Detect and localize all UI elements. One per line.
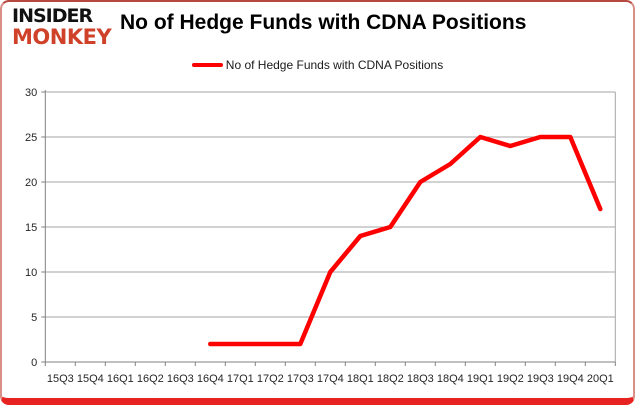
y-tick-label: 25 xyxy=(25,132,37,144)
x-tick-label: 18Q2 xyxy=(377,373,404,385)
x-tick-label: 17Q2 xyxy=(257,373,284,385)
x-tick-label: 16Q2 xyxy=(137,373,164,385)
logo-monkey-text: MONKEY xyxy=(12,25,112,49)
x-tick-label: 15Q3 xyxy=(47,373,74,385)
x-tick-label: 19Q4 xyxy=(557,373,584,385)
series-line xyxy=(208,134,603,347)
x-tick-label: 20Q1 xyxy=(587,373,614,385)
logo-insider-text: INSIDER xyxy=(12,5,93,27)
x-tick-label: 16Q4 xyxy=(197,373,224,385)
y-tick-label: 15 xyxy=(25,222,37,234)
x-tick-label: 15Q4 xyxy=(77,373,104,385)
x-tick-label: 17Q4 xyxy=(317,373,344,385)
y-tick-label: 5 xyxy=(31,312,37,324)
x-tick-label: 19Q3 xyxy=(527,373,554,385)
x-tick-label: 17Q3 xyxy=(287,373,314,385)
y-tick-label: 0 xyxy=(31,357,37,369)
legend-label: No of Hedge Funds with CDNA Positions xyxy=(225,58,444,72)
x-tick-label: 16Q3 xyxy=(167,373,194,385)
x-tick-label: 19Q1 xyxy=(467,373,494,385)
y-tick-label: 20 xyxy=(25,177,37,189)
chart-title: No of Hedge Funds with CDNA Positions xyxy=(120,11,527,34)
x-tick-label: 18Q1 xyxy=(347,373,374,385)
legend: No of Hedge Funds with CDNA Positions xyxy=(2,58,633,72)
x-tick-label: 19Q2 xyxy=(497,373,524,385)
x-tick-label: 17Q1 xyxy=(227,373,254,385)
x-tick-label: 18Q3 xyxy=(407,373,434,385)
legend-line-swatch xyxy=(191,63,223,67)
y-tick-label: 10 xyxy=(25,267,37,279)
x-tick-label: 16Q1 xyxy=(107,373,134,385)
x-tick-label: 18Q4 xyxy=(437,373,464,385)
insider-monkey-logo: INSIDER MONKEY xyxy=(12,5,112,49)
y-tick-label: 30 xyxy=(25,87,37,99)
